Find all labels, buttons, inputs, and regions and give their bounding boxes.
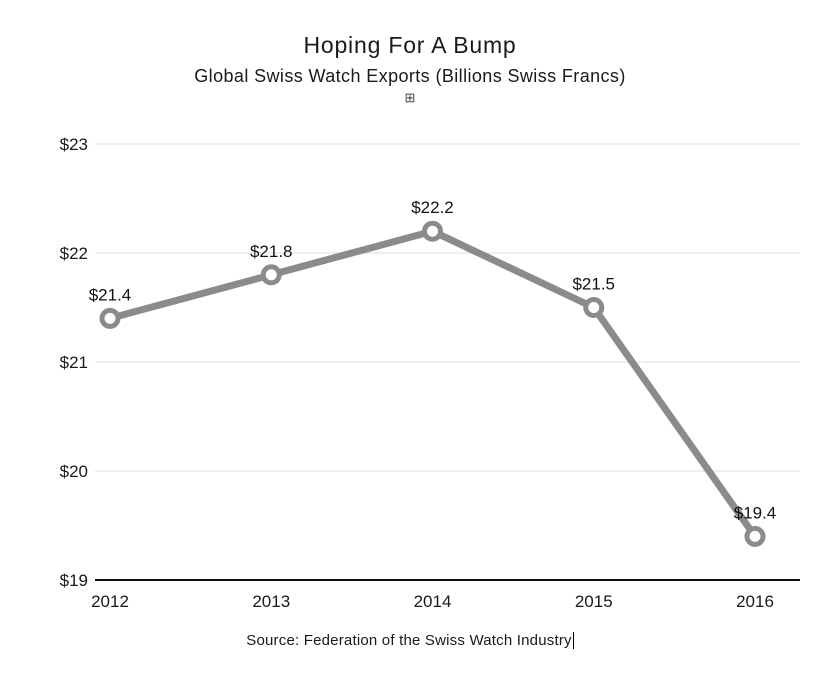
text-cursor (572, 632, 574, 649)
y-tick-label: $21 (60, 353, 88, 372)
x-tick-label: 2016 (736, 592, 774, 611)
data-point-marker (583, 297, 605, 318)
data-point-label: $22.2 (411, 198, 454, 217)
data-point-label: $21.8 (250, 242, 293, 261)
y-tick-label: $22 (60, 244, 88, 263)
x-tick-label: 2015 (575, 592, 613, 611)
x-tick-label: 2012 (91, 592, 129, 611)
y-tick-label: $20 (60, 462, 88, 481)
data-point-label: $19.4 (734, 503, 777, 522)
data-point-marker (99, 307, 121, 329)
source-row: Source: Federation of the Swiss Watch In… (0, 632, 820, 649)
expand-icon[interactable]: ⊞ (404, 90, 416, 105)
y-tick-label: $19 (60, 571, 88, 590)
chart-subtitle: Global Swiss Watch Exports (Billions Swi… (194, 66, 626, 86)
data-point-marker (744, 525, 766, 547)
chart-title: Hoping For A Bump (303, 32, 517, 58)
source-text: Source: Federation of the Swiss Watch In… (246, 632, 572, 649)
data-point-label: $21.5 (572, 275, 615, 294)
series-line (106, 227, 759, 540)
data-point-marker (260, 264, 282, 286)
data-point-label: $21.4 (89, 285, 132, 304)
y-tick-label: $23 (60, 135, 88, 154)
x-tick-label: 2013 (252, 592, 290, 611)
x-tick-label: 2014 (414, 592, 452, 611)
line-chart: $19 $20 $21 $22 $23 2012 2013 2014 2015 2016 $21.4… (60, 135, 800, 611)
data-point-marker (422, 220, 443, 242)
